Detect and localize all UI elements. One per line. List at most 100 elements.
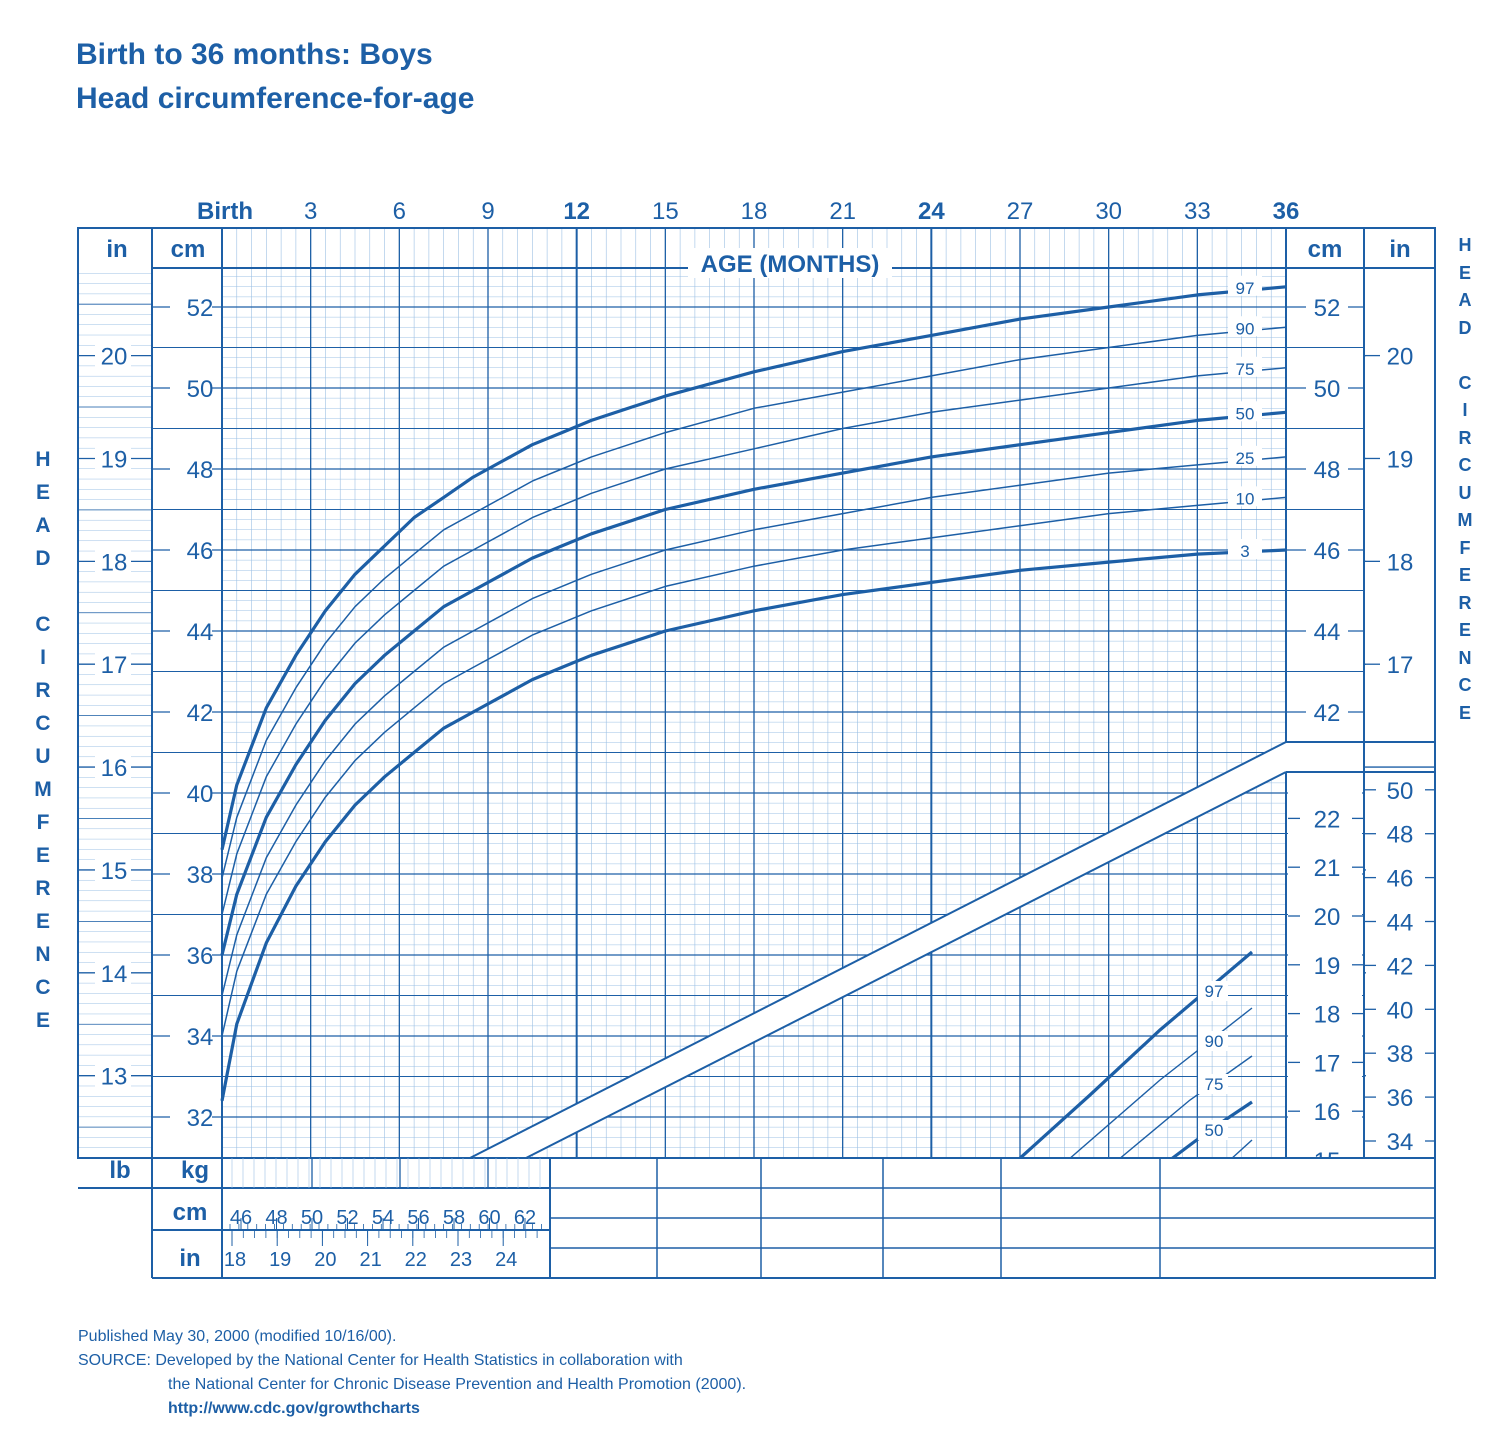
tick-bg: [95, 341, 131, 370]
band-edge: [525, 771, 1287, 1159]
series-line-p10: [221, 496, 1287, 1037]
series-label-bg: [1228, 401, 1262, 422]
y-tick-in-left: 16: [101, 755, 128, 782]
y-tick-cm-left: 34: [187, 1024, 214, 1051]
side-label-letter: E: [1458, 262, 1471, 283]
weight-scale-bg: [1288, 773, 1362, 1158]
length-in-label: 20: [314, 1249, 336, 1271]
footer-source-2: the National Center for Chronic Disease …: [168, 1376, 747, 1393]
tick-bg: [1306, 293, 1348, 321]
x-tick-label: 3: [304, 198, 317, 225]
series-label-p25: 25: [1236, 449, 1255, 468]
right-label-bg: [1366, 230, 1434, 740]
side-label-letter: A: [35, 514, 51, 537]
series-label-p10: 10: [1236, 489, 1255, 508]
inset-curve-25: [1229, 1139, 1253, 1161]
y-tick-cm-left: 36: [187, 943, 214, 970]
side-label-letter: N: [35, 943, 51, 966]
tick-bg: [170, 941, 212, 969]
y-tick-in-right: 20: [1387, 344, 1414, 371]
side-label-letter: H: [35, 448, 51, 471]
x-axis-label: AGE (MONTHS): [701, 251, 880, 278]
side-label-letter: D: [35, 547, 51, 570]
side-label-letter: C: [35, 613, 51, 636]
y-tick-cm-right: 52: [1314, 295, 1341, 322]
chart-title-line-1: Birth to 36 months: Boys: [76, 38, 433, 71]
footer-published: Published May 30, 2000 (modified 10/16/0…: [78, 1328, 397, 1345]
side-label-letter: I: [1462, 400, 1468, 420]
side-label-letter: R: [35, 877, 51, 900]
series-label-bg: [1228, 356, 1262, 377]
length-in-label: 24: [495, 1249, 517, 1271]
tick-bg: [170, 455, 212, 483]
lb-tick-label: 22: [1314, 806, 1341, 833]
y-tick-in-left: 17: [101, 652, 128, 679]
unit-lb: lb: [109, 1157, 130, 1184]
inset-label-bg: [1198, 1120, 1228, 1140]
y-tick-cm-left: 48: [187, 457, 214, 484]
x-tick-label: 27: [1007, 198, 1034, 225]
series-label-bg: [1228, 445, 1262, 466]
diagonal-band: [470, 742, 1364, 1158]
tick-bg: [170, 374, 212, 402]
kg-tick-label: 50: [1387, 778, 1414, 805]
length-cm-label: 54: [372, 1207, 394, 1229]
tick-bg: [95, 650, 131, 679]
length-cm-label: 52: [336, 1207, 358, 1229]
series-line-p75: [221, 367, 1287, 915]
y-tick-in-right: 18: [1387, 549, 1414, 576]
side-label-letter: R: [1458, 592, 1472, 613]
x-tick-label: 18: [741, 198, 768, 225]
y-tick-cm-left: 46: [187, 538, 214, 565]
bottom-strip-bg: [153, 1159, 549, 1277]
inset-label-97: 97: [1205, 982, 1224, 1001]
series-line-p97: [220, 285, 1287, 851]
side-label-letter: U: [35, 745, 51, 768]
series-label-p90: 90: [1236, 319, 1255, 338]
tick-bg: [170, 779, 212, 807]
lb-tick-label: 16: [1314, 1099, 1341, 1126]
tick-bg: [170, 617, 212, 645]
tick-bg: [1306, 698, 1348, 726]
footer-source-1: SOURCE: Developed by the National Center…: [78, 1352, 683, 1369]
y-tick-in-right: 19: [1387, 446, 1414, 473]
axis-label-bg: [688, 248, 892, 278]
inset-label-90: 90: [1205, 1032, 1224, 1051]
series-label-bg: [1228, 539, 1262, 559]
kg-tick-label: 46: [1387, 866, 1414, 893]
length-cm-label: 56: [407, 1207, 429, 1229]
side-label-letter: M: [34, 778, 52, 801]
inset-label-50: 50: [1205, 1121, 1224, 1140]
unit-length-in: in: [179, 1245, 200, 1272]
tick-bg: [1306, 617, 1348, 645]
y-tick-cm-left: 44: [187, 619, 214, 646]
series-label-p75: 75: [1236, 360, 1255, 379]
side-label-letter: R: [35, 679, 51, 702]
tick-bg: [170, 698, 212, 726]
lb-tick-label: 19: [1314, 953, 1341, 980]
lb-tick-label: 18: [1314, 1002, 1341, 1029]
length-in-label: 21: [359, 1249, 381, 1271]
tick-bg: [170, 860, 212, 888]
side-label-letter: C: [35, 712, 51, 735]
length-cm-label: 62: [514, 1207, 536, 1229]
side-label-letter: E: [1458, 565, 1471, 585]
y-tick-cm-left: 50: [187, 376, 214, 403]
side-label-letter: F: [1459, 537, 1471, 558]
x-tick-label: 24: [918, 198, 945, 225]
y-tick-cm-right: 42: [1314, 700, 1341, 727]
tick-bg: [95, 753, 131, 782]
inset-curve-75: [1117, 1055, 1253, 1161]
y-tick-cm-right: 48: [1314, 457, 1341, 484]
side-label-letter: R: [1458, 427, 1472, 448]
band-edge: [469, 741, 1287, 1159]
unit-kg: kg: [181, 1157, 209, 1184]
length-cm-label: 50: [301, 1207, 323, 1229]
kg-tick-label: 44: [1387, 910, 1414, 937]
tick-bg: [170, 1103, 212, 1131]
y-tick-cm-left: 42: [187, 700, 214, 727]
length-cm-label: 46: [230, 1207, 252, 1229]
length-cm-label: 48: [265, 1207, 287, 1229]
side-label-letter: C: [35, 976, 51, 999]
